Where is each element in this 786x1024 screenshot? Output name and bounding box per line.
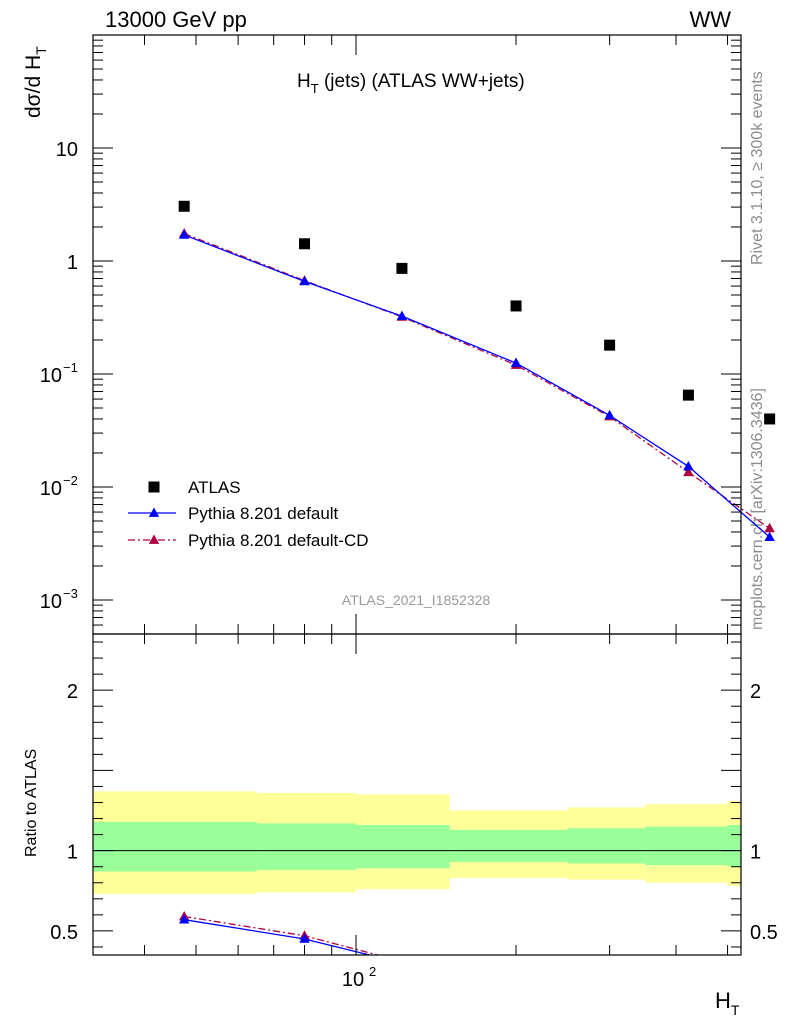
- ratio-y-tick-label: 1: [67, 842, 78, 864]
- ratio-xlabel-sub: T: [731, 1002, 740, 1018]
- ratio-xlabel: HT: [715, 988, 740, 1018]
- pythia-cd-point: [683, 466, 694, 477]
- uncertainty-band-inner: [356, 824, 450, 869]
- atlas-point: [510, 300, 522, 312]
- main-ylabel: dσ/d HT: [22, 46, 49, 118]
- uncertainty-band-inner: [449, 829, 568, 862]
- ratio-xlabel-main: H: [715, 988, 731, 1013]
- ratio-ylabel: Ratio to ATLAS: [23, 749, 40, 857]
- header-process: WW: [689, 7, 731, 32]
- pythia-default-point: [396, 310, 408, 320]
- pythia-default-point: [604, 409, 615, 420]
- y-tick-label: 1: [67, 252, 78, 274]
- uncertainty-band-inner: [93, 821, 257, 872]
- main-title: HT (jets) (ATLAS WW+jets): [297, 71, 525, 96]
- ratio-y-tick-label: 0.5: [50, 922, 78, 944]
- legend-label: Pythia 8.201 default: [188, 504, 339, 523]
- y-tick-label: 10: [40, 478, 62, 500]
- main-ylabel-main: dσ/d H: [22, 55, 45, 118]
- uncertainty-band-inner: [256, 823, 357, 870]
- legend-label: Pythia 8.201 default-CD: [188, 531, 369, 550]
- ratio-axes: 10 2 2 2 1 1 0.5 0.5: [50, 614, 778, 991]
- y-tick-label: 10: [40, 365, 62, 387]
- x-tick-label-exponent: 2: [369, 964, 376, 979]
- atlas-point: [178, 200, 190, 212]
- ratio-pythia-default-point: [299, 933, 310, 943]
- uncertainty-band-inner: [645, 826, 728, 866]
- rivet-version-text: Rivet 3.1.10, ≥ 300k events: [749, 71, 766, 265]
- uncertainty-band-inner: [567, 828, 646, 864]
- ratio-pythia-cd-point: [397, 956, 407, 965]
- ratio-y-tick-label-right: 1: [750, 842, 761, 864]
- atlas-point: [764, 413, 776, 425]
- legend: ATLAS Pythia 8.201 default Pythia 8.201 de…: [128, 478, 369, 550]
- y-tick-label: 10: [56, 139, 78, 161]
- main-plot-area: [178, 200, 776, 541]
- x-tick-label: 10: [342, 969, 364, 991]
- mcplots-reference-text: mcplots.cern.ch [arXiv:1306.3436]: [749, 388, 766, 630]
- y-tick-label-exponent: −3: [63, 586, 78, 601]
- y-tick-label: 10: [40, 591, 62, 613]
- main-title-sub: T: [311, 81, 319, 96]
- atlas-point: [604, 339, 616, 351]
- atlas-point: [682, 389, 694, 401]
- pythia-default-point: [510, 357, 522, 367]
- legend-atlas-marker: [148, 481, 160, 493]
- ratio-panel: 10 2 2 2 1 1 0.5 0.5 Ratio to ATLAS HT: [23, 614, 778, 1018]
- atlas-point: [396, 262, 408, 274]
- ratio-pythia-default-line: [184, 919, 373, 955]
- ratio-y-tick-label: 2: [67, 681, 78, 703]
- analysis-watermark: ATLAS_2021_I1852328: [342, 592, 491, 608]
- legend-pythia-cd-marker: [148, 534, 160, 544]
- main-title-main: H: [297, 71, 311, 92]
- y-tick-label-exponent: −2: [63, 473, 78, 488]
- ratio-series: [178, 910, 407, 967]
- legend-pythia-marker: [148, 507, 160, 517]
- header-energy: 13000 GeV pp: [105, 7, 247, 32]
- ratio-pythia-default-point: [397, 958, 407, 967]
- ratio-plot-area: [93, 791, 741, 967]
- pythia-default-point: [299, 275, 310, 286]
- pythia-default-point: [764, 531, 775, 541]
- pythia-cd-line: [183, 232, 771, 529]
- ratio-frame: [92, 633, 742, 956]
- pythia-default-point: [178, 229, 190, 239]
- atlas-point: [299, 238, 311, 250]
- ratio-y-tick-label-right: 0.5: [750, 922, 778, 944]
- y-tick-label-exponent: −1: [63, 360, 78, 375]
- pythia-default-point: [683, 460, 694, 471]
- pythia-cd-point: [764, 522, 775, 533]
- ratio-pythia-default-point: [178, 914, 190, 924]
- main-ylabel-sub: T: [33, 46, 49, 55]
- ratio-y-tick-label-right: 2: [750, 681, 761, 703]
- legend-label: ATLAS: [188, 478, 241, 497]
- main-title-rest: (jets) (ATLAS WW+jets): [319, 71, 525, 92]
- pythia-default-line: [183, 234, 771, 538]
- uncertainty-band-inner: [727, 824, 741, 867]
